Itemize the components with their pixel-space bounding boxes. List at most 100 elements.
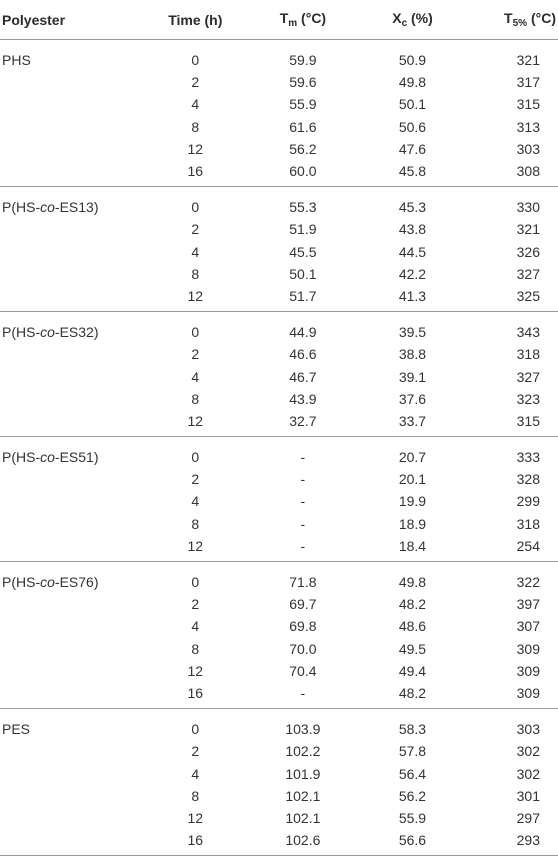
table-row: 2 59.6 49.8 317 [0,71,558,93]
polyester-cell: P(HS-co-ES76) [0,574,141,590]
header-subscript: m [288,18,298,29]
header-cell: Xc (%) [357,10,469,29]
table-cell: 46.6 [289,346,317,363]
polyester-name: P(HS- [2,324,41,341]
table-cell: - [300,493,306,510]
table-cell: 4 [191,368,200,385]
table-cell: 55.3 [289,199,317,216]
table-row: 2 69.7 48.2 397 [0,593,558,615]
table-cell: - [300,449,306,466]
table-row: 8 - 18.9 318 [0,513,558,535]
table-cell: 4 [191,243,200,260]
table-row: 12 - 18.4 254 [0,535,558,557]
table-cell: 302 [516,765,540,782]
polyester-name: -ES32) [54,324,99,341]
table-cell: 321 [516,52,540,69]
table-cell: 102.1 [285,787,321,804]
table-cell: 0 [191,52,200,69]
table-row: 8 102.1 56.2 301 [0,785,558,807]
table-cell: 8 [191,787,200,804]
table-cell: 2 [191,346,200,363]
polyester-name: -ES51) [54,449,99,466]
table-cell: 51.9 [289,221,317,238]
table-cell: 101.9 [285,765,321,782]
table-cell: 50.6 [398,118,427,135]
header-text: X [392,10,402,26]
table-cell: 2 [191,743,200,760]
table-row: 4 101.9 56.4 302 [0,762,558,784]
header-cell: T5% (°C) [468,10,558,29]
table-row: 2 - 20.1 328 [0,468,558,490]
header-text: T [279,10,289,26]
table-row: 4 46.7 39.1 327 [0,365,558,387]
table-row: 4 45.5 44.5 326 [0,241,558,263]
table-cell: 12 [187,537,204,554]
table-cell: 39.5 [398,324,427,341]
polyester-name: -ES76) [54,574,99,591]
table-cell: - [300,471,306,488]
table-cell: 60.0 [289,163,317,180]
table-cell: 303 [516,721,540,738]
table-cell: 2 [191,596,200,613]
polyester-name-italic: co [40,199,55,216]
header-cell: Polyester [0,12,142,28]
table-row: 2 46.6 38.8 318 [0,343,558,365]
table-cell: 309 [516,662,540,679]
header-subscript: c [401,18,408,29]
table-cell: 299 [516,493,540,510]
table-cell: 61.6 [289,118,317,135]
table-cell: 254 [516,537,540,554]
table-cell: 2 [191,74,200,91]
table-cell: 42.2 [398,265,427,282]
table-cell: 33.7 [398,412,427,429]
table-cell: 12 [187,662,204,679]
table-cell: 318 [516,346,540,363]
table-cell: 309 [516,684,540,701]
table-cell: 51.7 [289,287,317,304]
table-cell: 327 [516,368,540,385]
table-cell: 58.3 [398,721,427,738]
polyester-cell: P(HS-co-ES13) [0,199,141,215]
polyester-name: P(HS- [2,449,41,466]
table-cell: 16 [187,163,204,180]
table-cell: 55.9 [289,96,317,113]
table-cell: - [300,515,306,532]
table-cell: 57.8 [398,743,427,760]
table-cell: 325 [516,287,540,304]
table-row: 4 - 19.9 299 [0,490,558,512]
table-cell: 59.6 [289,74,317,91]
table-cell: 71.8 [289,574,317,591]
table-cell: 49.8 [398,74,427,91]
table-cell: 49.5 [398,640,427,657]
table-row: PES 0 103.9 58.3 303 [0,718,558,740]
table-cell: 8 [191,118,200,135]
table-cell: 70.4 [289,662,317,679]
table-cell: 55.9 [398,809,427,826]
polyester-name: P(HS- [2,199,41,216]
table-cell: 4 [191,493,200,510]
table-cell: 0 [191,449,200,466]
header-cell: Time (h) [142,12,250,28]
table-cell: - [300,684,306,701]
table-cell: 0 [191,721,200,738]
header-text: Polyester [2,11,66,28]
table-cell: 2 [191,221,200,238]
table-cell: 8 [191,265,200,282]
table-cell: 50.1 [398,96,427,113]
table-cell: 322 [516,574,540,591]
table-cell: 8 [191,390,200,407]
table-cell: 318 [516,515,540,532]
table-cell: 12 [187,412,204,429]
polyester-name-italic: co [40,324,55,341]
table-cell: 47.6 [398,140,427,157]
table-cell: 308 [516,163,540,180]
header-text: T [504,10,513,26]
table-row: 12 51.7 41.3 325 [0,285,558,307]
table-cell: 328 [516,471,540,488]
table-cell: 302 [516,743,540,760]
table-cell: 326 [516,243,540,260]
table-cell: 102.1 [285,809,321,826]
table-row: 4 55.9 50.1 315 [0,93,558,115]
table-cell: 102.6 [285,832,321,849]
table-cell: 303 [516,140,540,157]
